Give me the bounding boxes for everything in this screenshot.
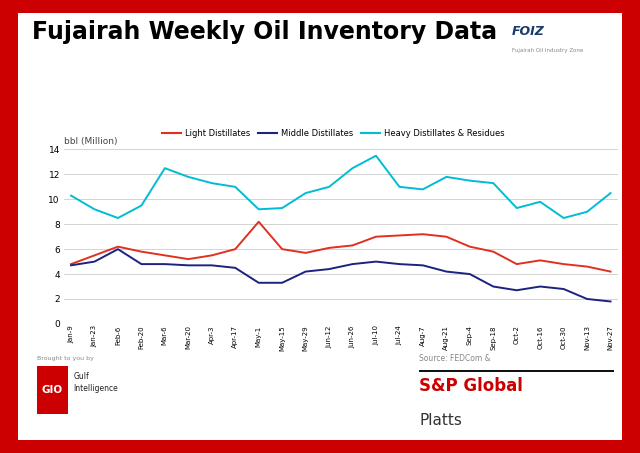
Text: Fujairah Oil Industry Zone: Fujairah Oil Industry Zone [512,48,583,53]
Legend: Light Distillates, Middle Distillates, Heavy Distillates & Residues: Light Distillates, Middle Distillates, H… [163,130,504,138]
Text: bbl (Million): bbl (Million) [64,137,118,146]
Text: Gulf
Intelligence: Gulf Intelligence [74,372,118,393]
Text: Source: FEDCom &: Source: FEDCom & [419,354,491,363]
Text: Platts: Platts [419,413,462,428]
Text: FOIZ: FOIZ [512,25,545,38]
Text: Brought to you by: Brought to you by [37,356,94,361]
Text: GIO: GIO [42,385,63,395]
Text: Fujairah Weekly Oil Inventory Data: Fujairah Weekly Oil Inventory Data [32,20,497,44]
Text: S&P Global: S&P Global [419,377,523,395]
